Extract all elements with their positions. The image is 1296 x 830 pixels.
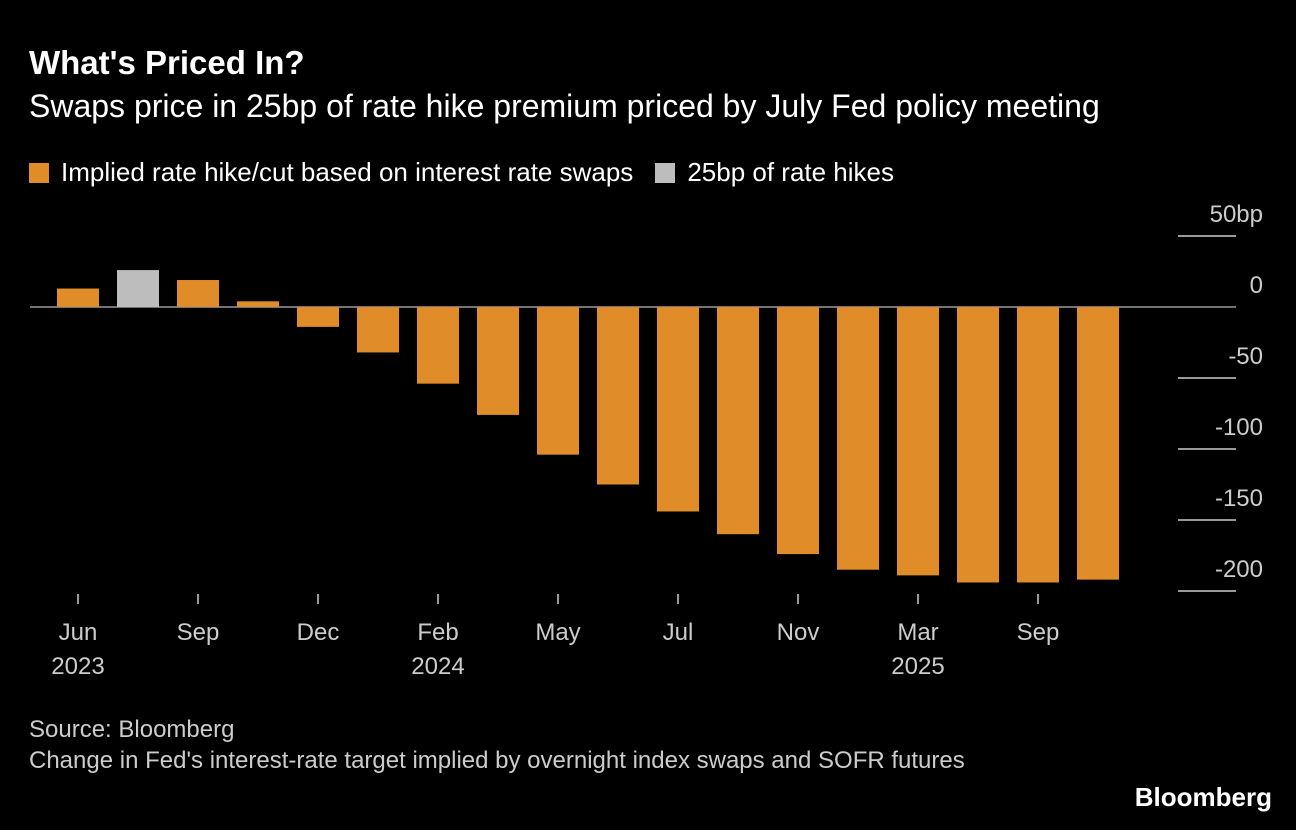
bar — [177, 280, 219, 307]
bar — [537, 307, 579, 455]
bar — [897, 307, 939, 576]
bar — [1017, 307, 1059, 583]
bar — [837, 307, 879, 570]
x-tick-label: Sep — [1017, 619, 1060, 646]
x-tick-label: Jun — [59, 619, 98, 646]
source: Source: Bloomberg — [29, 716, 235, 743]
x-tick-label: Sep — [177, 619, 220, 646]
x-tick-label: May — [535, 619, 580, 646]
y-tick-label: -150 — [1215, 485, 1263, 512]
y-tick-label: 0 — [1250, 272, 1263, 299]
bar — [57, 288, 99, 307]
legend-item: Implied rate hike/cut based on interest … — [29, 157, 633, 188]
bar — [717, 307, 759, 535]
legend: Implied rate hike/cut based on interest … — [29, 157, 916, 188]
bar — [237, 301, 279, 307]
note: Change in Fed's interest-rate target imp… — [29, 747, 965, 774]
x-tick-label: Jul — [663, 619, 694, 646]
legend-item: 25bp of rate hikes — [655, 157, 894, 188]
x-tick-label: Feb — [417, 619, 458, 646]
legend-label: Implied rate hike/cut based on interest … — [61, 157, 634, 187]
bar — [297, 307, 339, 327]
y-tick-label: -200 — [1215, 556, 1263, 583]
x-tick-label: Nov — [777, 619, 820, 646]
bar — [477, 307, 519, 415]
y-tick-label: -100 — [1215, 414, 1263, 441]
brand: Bloomberg — [1134, 782, 1272, 812]
bar — [357, 307, 399, 353]
legend-swatch — [29, 162, 49, 183]
y-tick-label: 50bp — [1210, 201, 1263, 228]
bar — [1077, 307, 1119, 580]
x-year-label: 2023 — [51, 653, 104, 680]
x-tick-label: Dec — [297, 619, 340, 646]
chart-title: What's Priced In? — [29, 44, 305, 81]
bar — [957, 307, 999, 583]
chart-subtitle: Swaps price in 25bp of rate hike premium… — [29, 88, 1100, 124]
legend-label: 25bp of rate hikes — [687, 157, 895, 187]
y-tick-label: -50 — [1228, 343, 1263, 370]
legend-swatch — [655, 162, 676, 183]
bar — [117, 270, 159, 307]
bar — [417, 307, 459, 384]
x-year-label: 2025 — [891, 653, 944, 680]
bar — [597, 307, 639, 485]
bar — [777, 307, 819, 555]
x-year-label: 2024 — [411, 653, 464, 680]
x-tick-label: Mar — [897, 619, 938, 646]
bar — [657, 307, 699, 512]
